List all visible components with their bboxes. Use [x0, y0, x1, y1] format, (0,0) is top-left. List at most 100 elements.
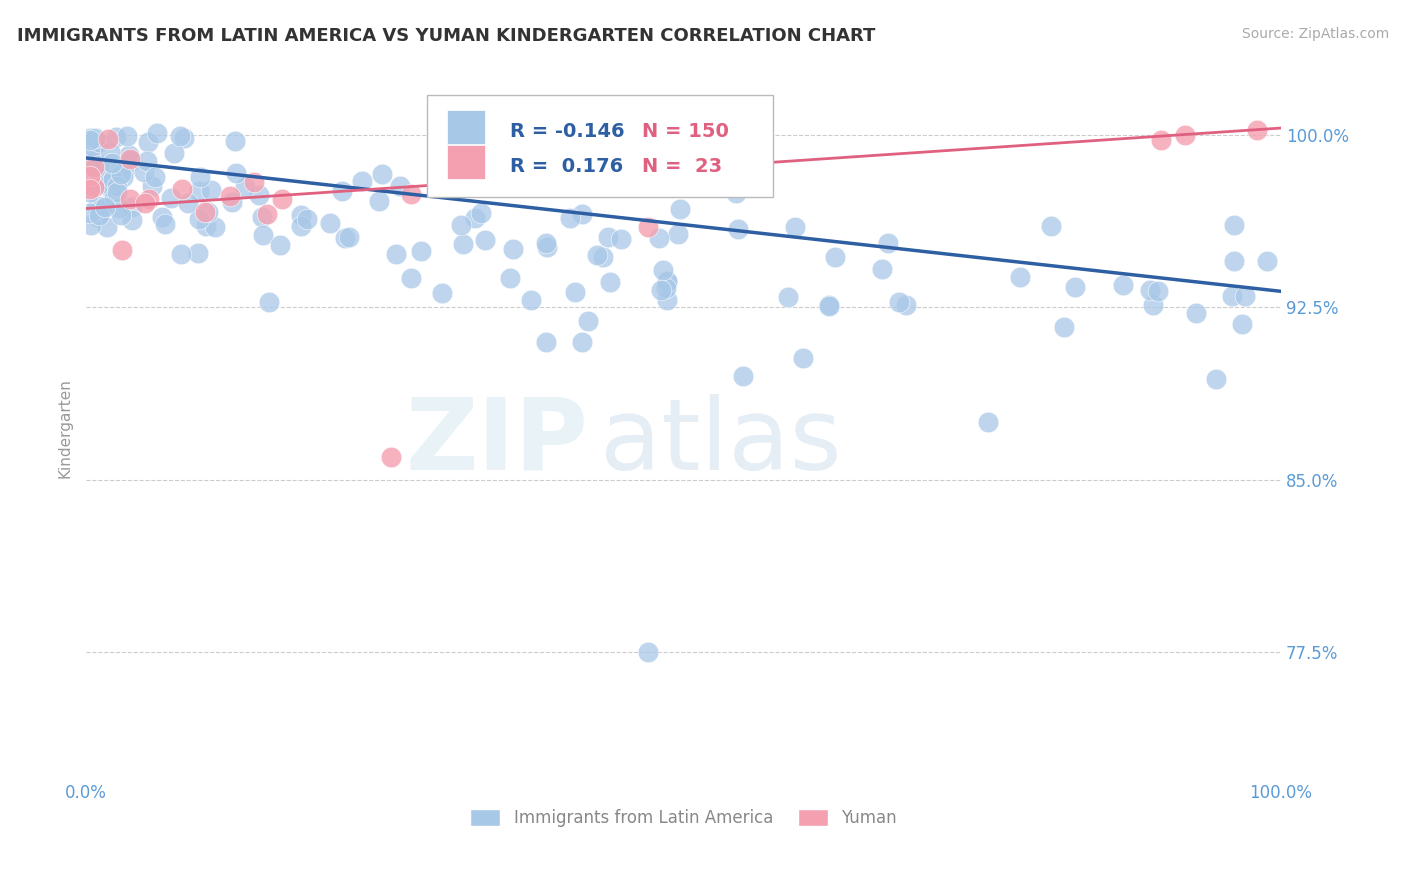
Point: [534, 235, 557, 250]
Point: [333, 231, 356, 245]
Point: [118, 192, 141, 206]
Point: [1205, 372, 1227, 386]
Point: [79, 131, 101, 145]
Point: [1053, 319, 1076, 334]
Point: [163, 146, 186, 161]
Point: [499, 270, 522, 285]
Point: [534, 334, 557, 349]
Point: [330, 185, 353, 199]
Point: [195, 219, 218, 233]
Text: N = 150: N = 150: [641, 122, 728, 141]
Point: [173, 131, 195, 145]
Point: [250, 211, 273, 225]
Point: [101, 171, 124, 186]
Text: Source: ZipAtlas.com: Source: ZipAtlas.com: [1241, 27, 1389, 41]
Point: [977, 416, 1000, 430]
Point: [824, 250, 846, 264]
Point: [79, 169, 101, 183]
Point: [783, 220, 806, 235]
Point: [475, 151, 498, 165]
Point: [520, 293, 543, 307]
Point: [669, 202, 692, 217]
Point: [110, 208, 132, 222]
Point: [105, 185, 128, 199]
Point: [269, 238, 291, 252]
Point: [337, 229, 360, 244]
Point: [1150, 132, 1173, 146]
Point: [170, 247, 193, 261]
Point: [598, 230, 620, 244]
Point: [79, 185, 101, 199]
Point: [79, 206, 101, 220]
Point: [138, 192, 160, 206]
Point: [197, 205, 219, 219]
Point: [242, 175, 264, 189]
Point: [1234, 289, 1257, 303]
Point: [894, 298, 917, 312]
Point: [190, 169, 212, 184]
Text: IMMIGRANTS FROM LATIN AMERICA VS YUMAN KINDERGARTEN CORRELATION CHART: IMMIGRANTS FROM LATIN AMERICA VS YUMAN K…: [17, 27, 876, 45]
Point: [1220, 289, 1243, 303]
Point: [1040, 219, 1063, 234]
Point: [1174, 128, 1197, 142]
Point: [134, 164, 156, 178]
Point: [134, 195, 156, 210]
Point: [1147, 284, 1170, 298]
Point: [91, 176, 114, 190]
Point: [89, 158, 111, 172]
Point: [1246, 123, 1268, 137]
Point: [536, 240, 558, 254]
Point: [97, 161, 120, 176]
Point: [1256, 254, 1278, 268]
Point: [79, 150, 101, 164]
Point: [169, 129, 191, 144]
Point: [82, 140, 104, 154]
Point: [104, 129, 127, 144]
Point: [233, 180, 256, 194]
Point: [571, 207, 593, 221]
Point: [187, 184, 209, 198]
Point: [290, 219, 312, 233]
Point: [1008, 270, 1031, 285]
Y-axis label: Kindergarten: Kindergarten: [58, 378, 72, 478]
Point: [105, 179, 128, 194]
Point: [411, 244, 433, 258]
Point: [564, 285, 586, 300]
Point: [887, 295, 910, 310]
Point: [101, 176, 124, 190]
Point: [451, 237, 474, 252]
Point: [80, 161, 103, 175]
Point: [877, 235, 900, 250]
Point: [120, 153, 142, 168]
Point: [187, 246, 209, 260]
Point: [112, 165, 135, 179]
Point: [252, 227, 274, 242]
Point: [502, 243, 524, 257]
Point: [270, 192, 292, 206]
Point: [470, 206, 492, 220]
Point: [290, 208, 312, 222]
Point: [648, 231, 671, 245]
Point: [655, 274, 678, 288]
Point: [727, 222, 749, 236]
Point: [155, 217, 177, 231]
Point: [652, 262, 675, 277]
Point: [103, 191, 125, 205]
Point: [368, 194, 391, 208]
Point: [82, 161, 104, 176]
Point: [792, 351, 814, 365]
Point: [79, 167, 101, 181]
Point: [107, 201, 129, 215]
Point: [817, 299, 839, 313]
Point: [219, 189, 242, 203]
Point: [80, 219, 103, 233]
Point: [666, 227, 689, 241]
Point: [1223, 253, 1246, 268]
Point: [221, 194, 243, 209]
Point: [592, 251, 614, 265]
FancyBboxPatch shape: [426, 95, 773, 197]
Point: [172, 181, 194, 195]
Text: R =  0.176: R = 0.176: [510, 157, 623, 176]
Point: [1223, 218, 1246, 232]
Point: [599, 275, 621, 289]
